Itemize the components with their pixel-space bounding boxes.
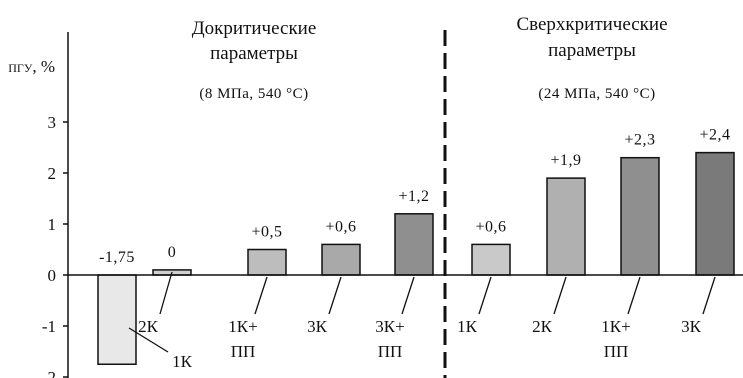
bar-1	[97, 274, 137, 365]
category-leader-4	[328, 276, 342, 315]
bar-8	[620, 156, 660, 276]
value-label-9: +2,4	[699, 127, 730, 144]
group-right-title-line2: параметры	[548, 40, 636, 61]
value-label-2: 0	[168, 244, 177, 261]
value-label-3: +0,5	[251, 224, 282, 241]
group-left-title-line2: параметры	[210, 43, 298, 64]
category-label-1: 1К	[172, 352, 193, 371]
bar-5	[394, 213, 434, 276]
y-tick-label: -1	[42, 317, 56, 336]
category-leader-3	[254, 276, 268, 315]
bars-layer	[97, 151, 735, 365]
group-right-title-line1: Сверхкритические	[516, 14, 667, 35]
category-label-9: 3К	[681, 317, 702, 336]
category-leader-9	[702, 276, 716, 315]
value-label-1: -1,75	[99, 249, 135, 266]
category-leader-2	[159, 271, 173, 315]
category-label-4: 3К	[307, 317, 328, 336]
y-axis-label: ПГУ, %	[8, 57, 55, 76]
category-label-8-line2: ПП	[604, 342, 629, 361]
y-tick-label: -2	[42, 368, 56, 378]
category-leader-8	[627, 276, 641, 315]
labels-layer: -1,75 1К 0 2К +0,5 1К+ ПП +0,6 3К +1,2 3К+ ПП +0,6 1К…	[99, 127, 730, 371]
category-label-5: 3К+	[375, 317, 404, 336]
value-label-7: +1,9	[550, 152, 581, 169]
y-tick-label: 3	[48, 113, 57, 132]
bar-7	[546, 177, 586, 276]
group-left-title-line1: Докритические	[192, 18, 317, 39]
category-leader-1	[128, 327, 169, 353]
y-axis-label-sub: ПГУ	[8, 61, 33, 75]
y-tick-label: 0	[48, 266, 57, 285]
category-label-5-line2: ПП	[378, 342, 403, 361]
bar-6	[471, 243, 511, 276]
axis-layer: -2 -1 0 1 2 3	[42, 32, 743, 378]
category-label-2: 2К	[138, 317, 159, 336]
value-label-5: +1,2	[398, 188, 429, 205]
value-label-4: +0,6	[325, 218, 356, 235]
bar-4	[321, 243, 361, 276]
category-leader-6	[478, 276, 492, 315]
category-label-3-line2: ПП	[231, 342, 256, 361]
value-label-6: +0,6	[475, 218, 506, 235]
category-leader-7	[553, 276, 567, 315]
group-right-conditions: (24 МПа, 540 °С)	[538, 86, 655, 102]
bar-9	[695, 151, 735, 276]
bar-3	[247, 248, 287, 276]
category-label-8: 1К+	[601, 317, 630, 336]
category-label-6: 1К	[457, 317, 478, 336]
category-leader-5	[401, 276, 415, 315]
group-left-conditions: (8 МПа, 540 °С)	[199, 86, 308, 102]
category-label-3: 1К+	[228, 317, 257, 336]
y-tick-label: 1	[48, 215, 57, 234]
category-label-7: 2К	[532, 317, 553, 336]
value-label-8: +2,3	[624, 132, 655, 149]
y-tick-label: 2	[48, 164, 57, 183]
y-axis-label-unit: , %	[32, 57, 55, 76]
